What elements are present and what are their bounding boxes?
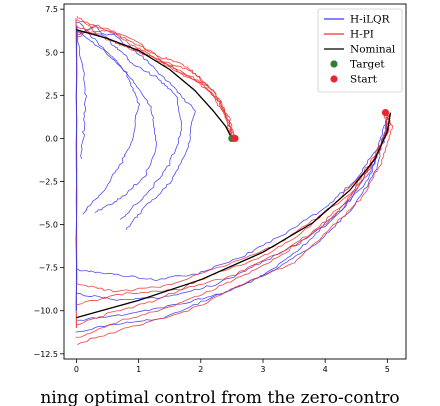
h-pi-upper-trajectory-4 xyxy=(76,24,236,139)
y-tick-label: −7.5 xyxy=(39,264,58,273)
nominal-curve-1 xyxy=(76,112,392,319)
h-pi-upper-trajectory-0 xyxy=(76,19,233,139)
y-tick-label: 0.0 xyxy=(45,134,58,143)
legend-label-h_ilqr: H-iLQR xyxy=(350,14,391,26)
x-tick-label: 0 xyxy=(74,365,79,374)
marker-points xyxy=(228,108,390,143)
legend-label-target: Target xyxy=(350,59,385,71)
legend-swatch-start xyxy=(330,75,338,83)
h-pi-lower-trajectory-0 xyxy=(75,112,388,338)
legend-box xyxy=(317,8,403,93)
legend-label-h_pi: H-PI xyxy=(350,29,374,41)
y-tick-label: −10.0 xyxy=(33,307,58,316)
figure-caption-fragment: ning optimal control from the zero-contr… xyxy=(40,388,400,406)
h-ilqr-lower-trajectory-0 xyxy=(77,115,388,282)
legend-label-nominal: Nominal xyxy=(350,44,396,56)
y-axis-ticks: 7.5 5.0 2.5 0.0 −2.5 −5.0 −7.5 −10.0 −12.5 xyxy=(33,5,64,359)
h-ilqr-upper-trajectory-1 xyxy=(75,29,141,215)
vertical-spike-1 xyxy=(75,26,78,311)
legend: H-iLQR H-PI Nominal Target Start xyxy=(317,8,403,93)
h-pi-lower-trajectory-4 xyxy=(77,110,394,345)
h-pi-lower-trajectory-3 xyxy=(76,112,391,326)
x-tick-label: 5 xyxy=(385,365,390,374)
y-tick-label: 5.0 xyxy=(45,48,58,57)
legend-swatch-target xyxy=(330,60,338,68)
legend-label-start: Start xyxy=(350,74,378,86)
start-marker-1 xyxy=(381,108,390,117)
y-tick-label: −12.5 xyxy=(33,350,58,359)
x-tick-label: 3 xyxy=(260,365,265,374)
trajectory-chart: 0 1 2 3 4 5 7.5 5.0 2.5 0.0 −2.5 −5.0 −7.5 −10.0 −12.… xyxy=(33,3,407,374)
start-marker-0 xyxy=(231,134,239,143)
x-axis-ticks: 0 1 2 3 4 5 xyxy=(74,359,390,374)
y-tick-label: 2.5 xyxy=(45,91,58,100)
h-ilqr-upper-trajectory-2 xyxy=(76,21,157,213)
x-tick-label: 1 xyxy=(136,365,141,374)
x-tick-label: 2 xyxy=(198,365,203,374)
nominal-curve-0 xyxy=(76,29,233,139)
nominal-lines xyxy=(76,29,392,319)
h-ilqr-upper-trajectory-0 xyxy=(77,25,183,220)
y-tick-label: 7.5 xyxy=(45,5,58,14)
y-tick-label: −5.0 xyxy=(39,221,58,230)
h-ilqr-upper-trajectory-4 xyxy=(76,25,87,160)
x-tick-label: 4 xyxy=(323,365,328,374)
h-ilqr-lower-trajectory-3 xyxy=(75,127,388,333)
y-tick-label: −2.5 xyxy=(39,178,58,187)
